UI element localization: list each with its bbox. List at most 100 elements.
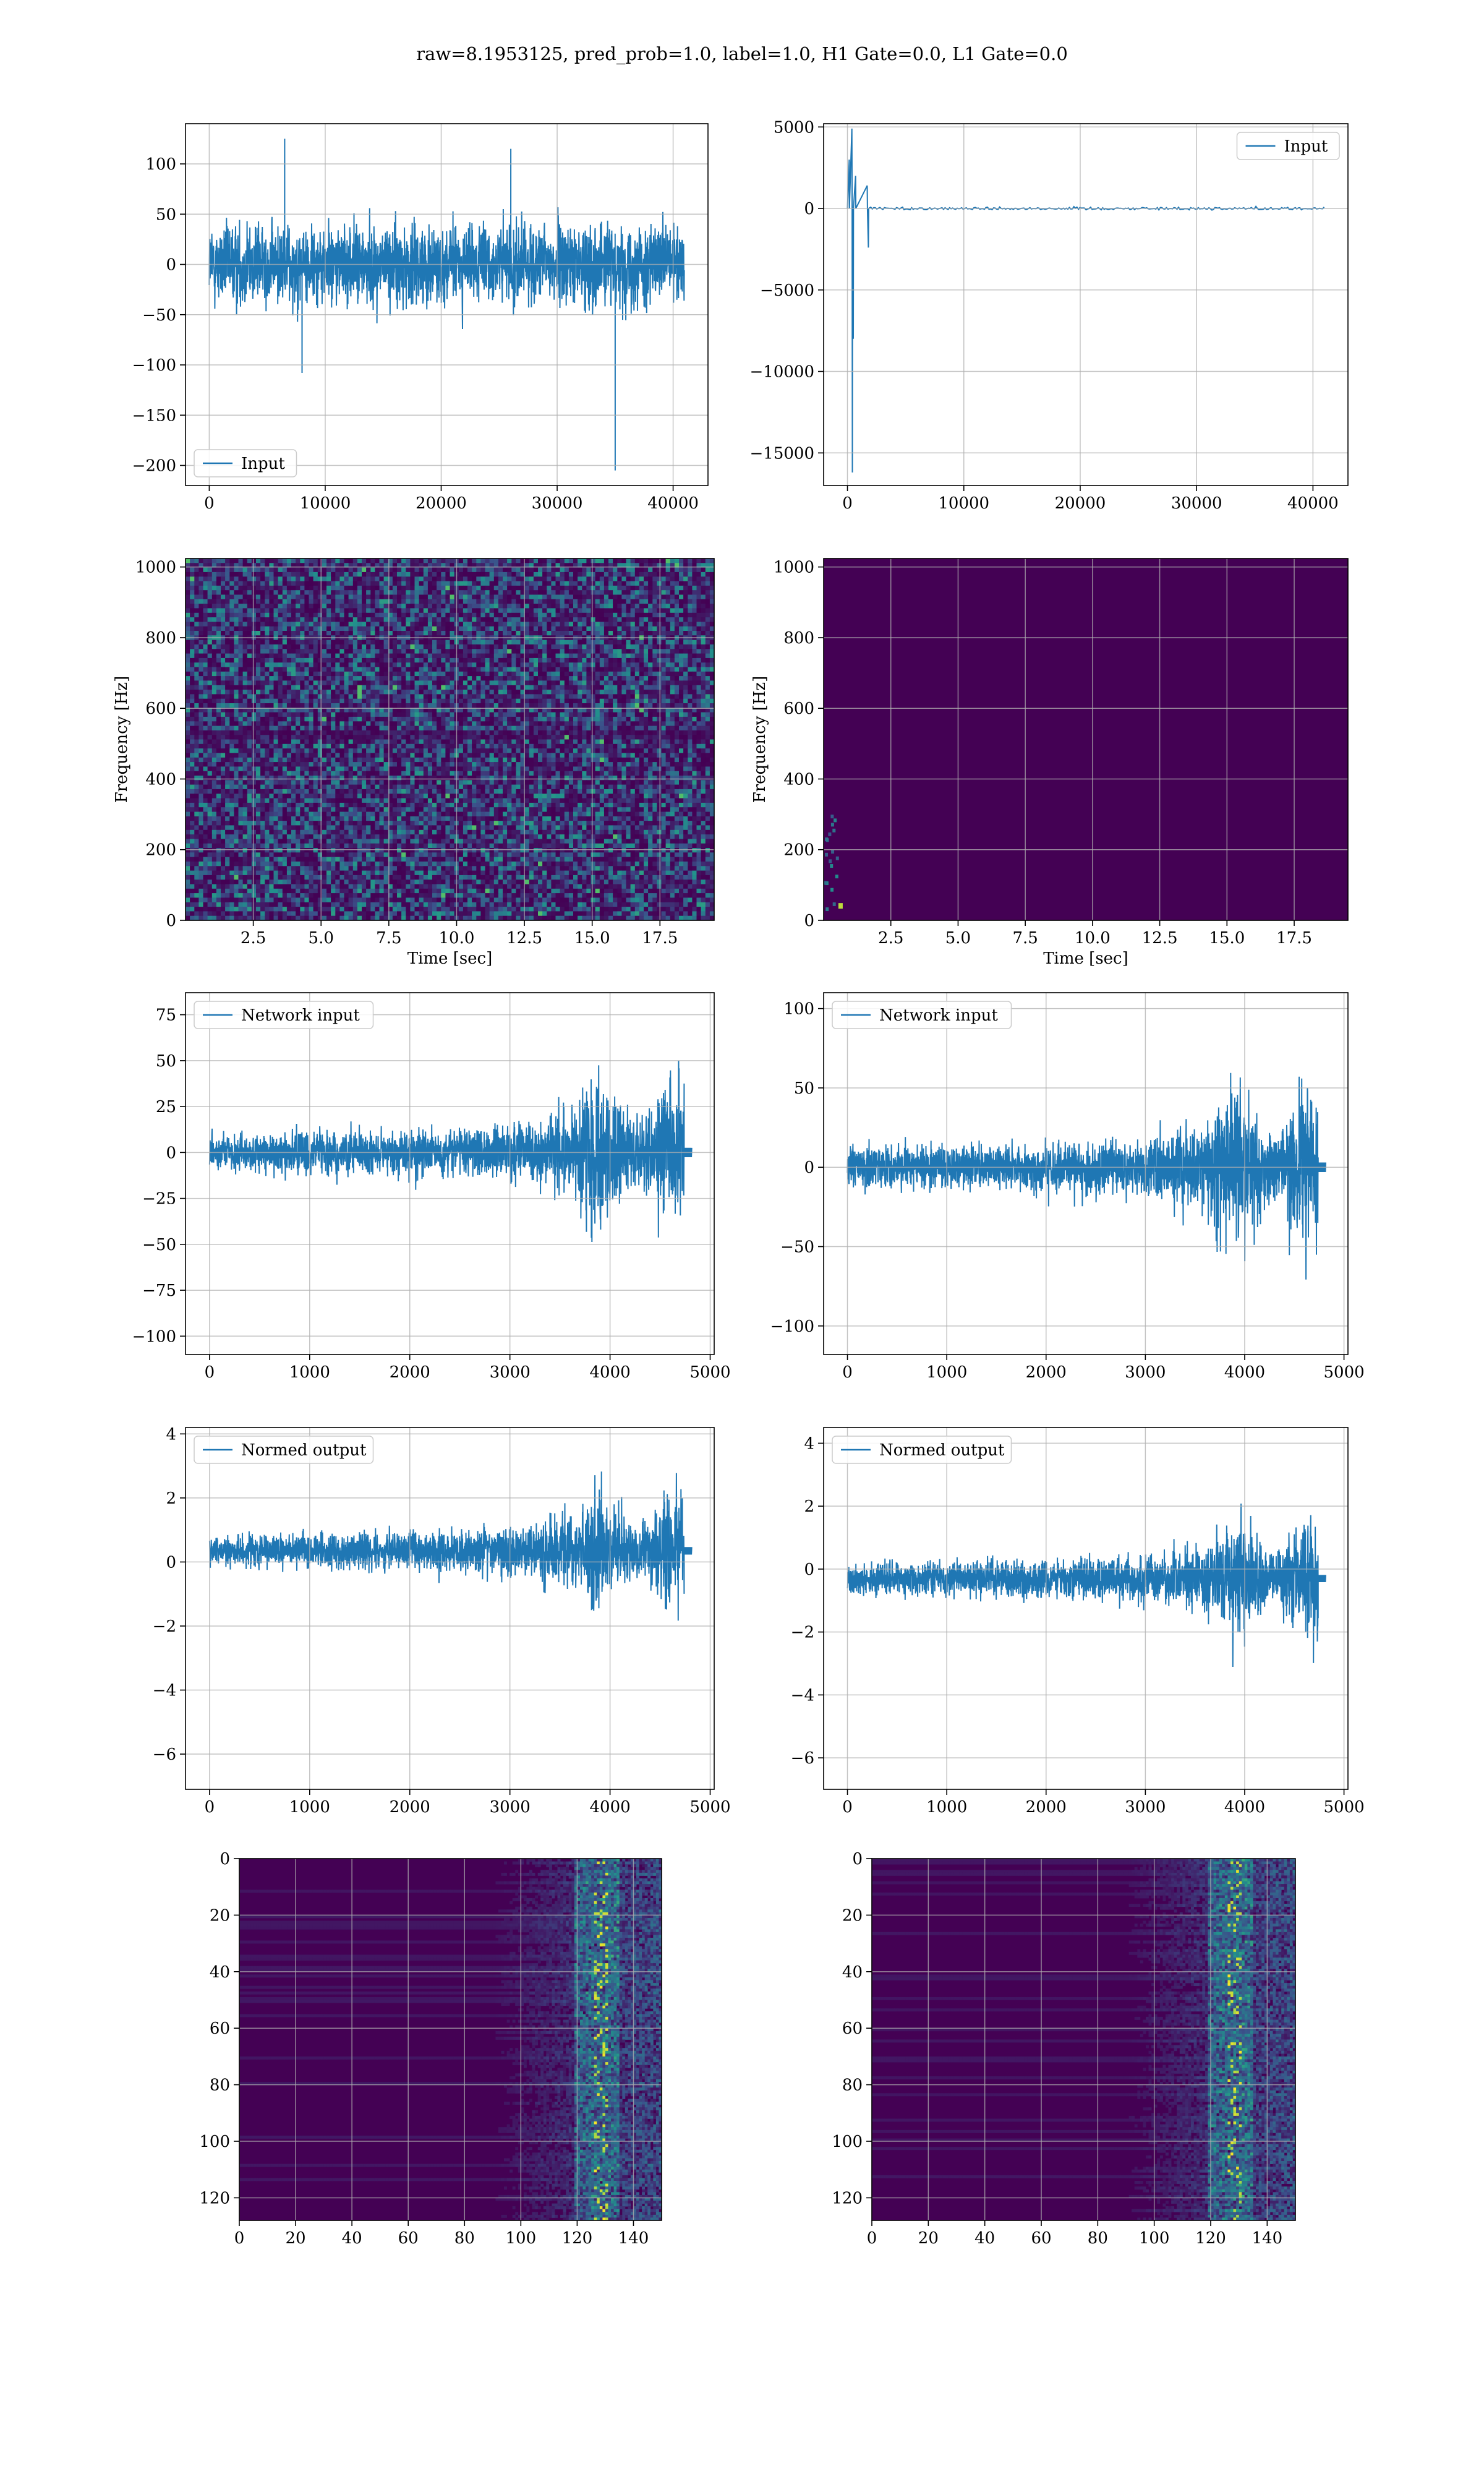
legend-label: Normed output [241, 1441, 367, 1460]
x-tick-label: 10.0 [1075, 929, 1111, 948]
subplot-h1-input: 0 10000 20000 30000 40000 −200 −150 −100 −50 0 50 1… [132, 123, 709, 513]
legend: Input [194, 449, 297, 477]
grid [824, 1427, 1348, 1789]
grid [186, 993, 714, 1355]
y-tick-label: −6 [791, 1749, 814, 1768]
x-tick-label: 0 [205, 1798, 215, 1817]
y-tick-label: −50 [142, 1236, 176, 1254]
y-tick-label: 120 [199, 2189, 230, 2207]
subplot-l1-input: 0 10000 20000 30000 40000 −15000 −10000 −5000 0 5… [750, 118, 1349, 513]
legend-label: Network input [241, 1006, 360, 1025]
y-tick-label: 0 [804, 1158, 814, 1177]
plot-area [846, 128, 1325, 473]
x-tick-label: 5000 [1323, 1798, 1364, 1817]
plot-area [846, 1072, 1326, 1280]
y-tick-label: 0 [166, 1553, 176, 1572]
y-tick-label: 0 [166, 256, 176, 275]
y-tick-label: 0 [166, 1144, 176, 1162]
x-tick-label: 20000 [416, 494, 467, 513]
x-tick-label: 140 [1252, 2229, 1283, 2248]
legend: Network input [194, 1001, 374, 1029]
x-tick-label: 140 [618, 2229, 649, 2248]
axes-frame [823, 123, 1349, 486]
x-tick-label: 1000 [926, 1363, 967, 1382]
series-line-l1-network-input [846, 1072, 1326, 1280]
y-tick-label: −200 [132, 457, 176, 476]
y-tick-label: −6 [153, 1745, 176, 1764]
y-tick-label: 0 [804, 200, 814, 218]
subplot-l1-feature-map: 0 20 40 60 80 100 120 140 0 20 40 60 80 100 120 [832, 1850, 1296, 2248]
subplot-h1-spectrogram: 2.5 5.0 7.5 10.0 12.5 15.0 17.5 0 200 400 600 800 10… [113, 558, 715, 968]
series-line-h1-input [208, 139, 685, 471]
axes-frame [871, 1858, 1296, 2221]
x-tick-label: 0 [205, 1363, 215, 1382]
x-tick-label: 60 [398, 2229, 419, 2248]
y-tick-label: 4 [166, 1425, 176, 1444]
y-tick-label: −50 [142, 306, 176, 325]
x-tick-label: 80 [454, 2229, 475, 2248]
y-tick-label: −150 [132, 406, 176, 425]
x-tick-label: 12.5 [506, 929, 542, 948]
y-tick-label: 50 [156, 205, 176, 224]
y-tick-label: 0 [852, 1850, 863, 1868]
subplot-h1-feature-map: 0 20 40 60 80 100 120 140 0 20 40 60 80 100 120 [199, 1850, 662, 2248]
y-tick-label: 50 [794, 1079, 814, 1098]
x-tick-label: 100 [506, 2229, 537, 2248]
y-tick-label: 400 [783, 770, 814, 789]
legend: Normed output [194, 1436, 374, 1464]
x-tick-label: 1000 [289, 1798, 330, 1817]
grid [186, 124, 708, 486]
plot-area [208, 1471, 693, 1621]
x-tick-label: 17.5 [642, 929, 678, 948]
x-tick-label: 5.0 [309, 929, 334, 948]
x-tick-label: 2.5 [241, 929, 266, 948]
plot-area [186, 559, 714, 920]
y-tick-label: 100 [145, 155, 176, 174]
x-tick-label: 17.5 [1276, 929, 1312, 948]
grid [824, 124, 1348, 486]
y-tick-label: 120 [832, 2189, 863, 2207]
x-tick-label: 4000 [1224, 1798, 1265, 1817]
y-tick-label: 800 [783, 629, 814, 648]
x-tick-label: 1000 [926, 1798, 967, 1817]
y-tick-label: 75 [156, 1006, 176, 1025]
x-tick-label: 40000 [647, 494, 699, 513]
y-tick-label: 100 [199, 2133, 230, 2151]
y-tick-label: 50 [156, 1052, 176, 1071]
y-tick-label: −100 [770, 1317, 814, 1336]
x-axis-label: Time [sec] [407, 949, 493, 968]
x-tick-label: 3000 [1125, 1798, 1166, 1817]
y-tick-label: 0 [220, 1850, 230, 1868]
axes-frame [823, 992, 1349, 1355]
y-tick-label: 200 [783, 841, 814, 860]
series-line-l1-input [846, 128, 1325, 473]
figure-title: raw=8.1953125, pred_prob=1.0, label=1.0,… [0, 43, 1484, 64]
y-tick-label: −15000 [750, 444, 815, 463]
y-tick-label: −2 [791, 1624, 814, 1642]
x-tick-label: 40 [342, 2229, 362, 2248]
x-tick-label: 40000 [1287, 494, 1339, 513]
y-tick-label: 2 [166, 1489, 176, 1508]
x-tick-label: 3000 [1125, 1363, 1166, 1382]
x-tick-label: 0 [234, 2229, 245, 2248]
axes-frame [185, 1427, 715, 1790]
plot-area [239, 1859, 662, 2220]
series-line-h1-normed-output [208, 1471, 693, 1621]
x-tick-label: 2.5 [878, 929, 903, 948]
x-tick-label: 80 [1088, 2229, 1108, 2248]
x-tick-label: 7.5 [376, 929, 401, 948]
x-tick-label: 2000 [390, 1798, 430, 1817]
y-tick-label: 60 [842, 2019, 863, 2038]
y-tick-label: 80 [842, 2076, 863, 2095]
plot-area [208, 1060, 693, 1243]
legend: Network input [832, 1001, 1012, 1029]
x-tick-label: 20 [286, 2229, 306, 2248]
x-tick-label: 3000 [490, 1363, 531, 1382]
y-tick-label: 5000 [774, 118, 814, 137]
x-tick-label: 5.0 [945, 929, 971, 948]
axes-frame [185, 123, 709, 486]
plot-area [872, 1859, 1295, 2220]
x-tick-label: 2000 [1026, 1798, 1067, 1817]
y-tick-label: 0 [166, 912, 176, 930]
